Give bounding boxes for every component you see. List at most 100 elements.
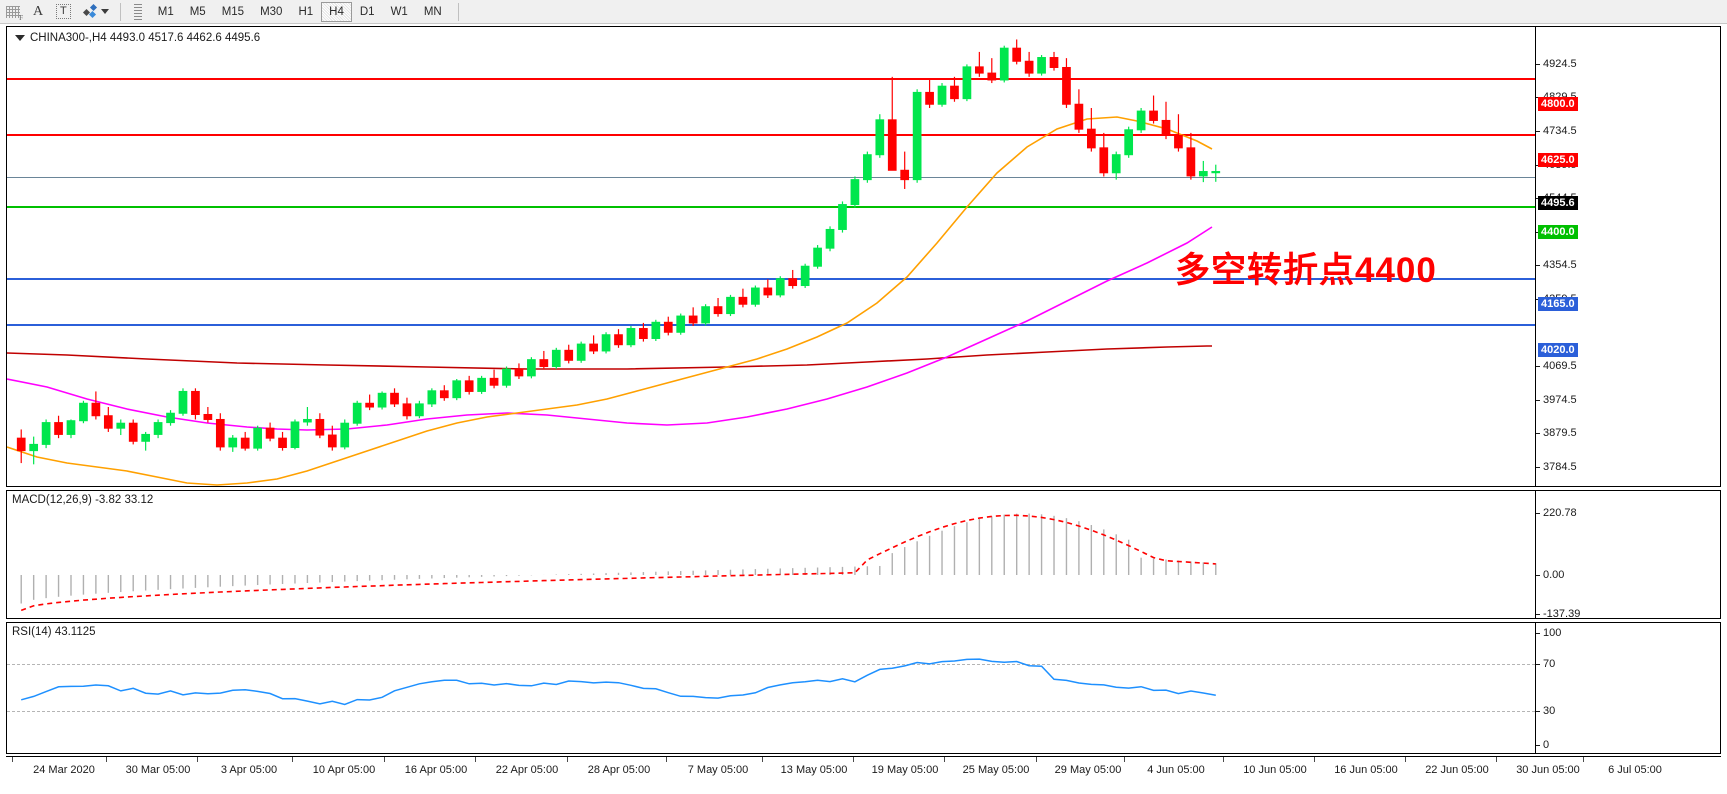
text-label-tool[interactable]: A <box>27 1 49 23</box>
time-tick <box>197 757 198 762</box>
macd-title: MACD(12,26,9) -3.82 33.12 <box>12 494 154 506</box>
chevron-down-icon <box>100 9 109 14</box>
time-label: 28 Apr 05:00 <box>587 764 651 776</box>
time-tick <box>1583 757 1584 762</box>
support-line-4400[interactable] <box>7 206 1535 208</box>
toolbar-divider-2 <box>457 2 459 21</box>
time-label: 3 Apr 05:00 <box>220 764 278 776</box>
bottom-strip <box>0 786 1727 794</box>
time-tick <box>1314 757 1315 762</box>
rsi-axis[interactable]: 100 70 30 0 <box>1535 623 1720 753</box>
time-tick <box>853 757 854 762</box>
time-tick <box>762 757 763 762</box>
chart-area: CHINA300-,H4 4493.0 4517.6 4462.6 4495.6… <box>0 24 1727 794</box>
timeframe-m15[interactable]: M15 <box>221 5 245 18</box>
price-level-badge[interactable]: 4625.0 <box>1538 153 1578 167</box>
time-tick <box>666 757 667 762</box>
time-tick <box>292 757 293 762</box>
macd-pane[interactable]: MACD(12,26,9) -3.82 33.12 220.78 0.00 -137… <box>6 490 1721 619</box>
time-tick <box>106 757 107 762</box>
time-label: 6 Jul 05:00 <box>1608 764 1662 776</box>
price-axis[interactable]: 4924.54829.54734.54639.54544.54449.54354… <box>1535 27 1720 486</box>
price-tick: 4354.5 <box>1536 259 1720 271</box>
timeframe-m5[interactable]: M5 <box>189 5 206 18</box>
toolbar-divider <box>119 2 121 21</box>
resistance-line-4625[interactable] <box>7 134 1535 136</box>
time-label: 25 May 05:00 <box>962 764 1030 776</box>
macd-tick: 0.00 <box>1536 569 1720 581</box>
collapse-triangle-icon[interactable] <box>15 35 25 41</box>
time-tick <box>1405 757 1406 762</box>
price-level-badge[interactable]: 4020.0 <box>1538 343 1578 357</box>
time-tick <box>1496 757 1497 762</box>
rsi-pane[interactable]: RSI(14) 43.1125 100 70 30 0 <box>6 622 1721 754</box>
letter-t-icon: T <box>56 4 71 19</box>
rsi-tick: 100 <box>1536 627 1720 639</box>
time-label: 16 Apr 05:00 <box>404 764 468 776</box>
macd-series <box>20 513 1217 612</box>
timeframe-m30[interactable]: M30 <box>260 5 283 18</box>
time-tick <box>1036 757 1037 762</box>
timeframe-h1[interactable]: H1 <box>298 5 314 18</box>
vertical-scale-glyph <box>133 3 142 20</box>
time-label: 10 Jun 05:00 <box>1243 764 1307 776</box>
price-tick: 3784.5 <box>1536 461 1720 473</box>
support-line-4165[interactable] <box>7 278 1535 280</box>
shapes-icon <box>82 3 98 19</box>
macd-plot[interactable] <box>7 491 1535 618</box>
time-label: 30 Mar 05:00 <box>125 764 191 776</box>
price-plot[interactable] <box>7 27 1535 486</box>
price-level-badge[interactable]: 4400.0 <box>1538 225 1578 239</box>
time-tick <box>475 757 476 762</box>
resistance-line-4800[interactable] <box>7 78 1535 80</box>
timeframe-d1[interactable]: D1 <box>359 5 375 18</box>
time-tick <box>12 757 13 762</box>
chart-annotation-text[interactable]: 多空转折点4400 <box>1175 251 1437 290</box>
time-label: 24 Mar 2020 <box>33 764 95 776</box>
timeframe-m1[interactable]: M1 <box>157 5 174 18</box>
grid-glyph: F <box>6 5 23 22</box>
time-label: 10 Apr 05:00 <box>312 764 376 776</box>
time-tick <box>567 757 568 762</box>
price-level-badge[interactable]: 4165.0 <box>1538 297 1578 311</box>
macd-tick: -137.39 <box>1536 608 1720 618</box>
rsi-oversold-line <box>7 711 1535 712</box>
rsi-tick: 70 <box>1536 658 1720 670</box>
crosshair-grid-icon[interactable]: F <box>1 1 25 23</box>
timeframe-mn[interactable]: MN <box>423 5 442 18</box>
rsi-tick: 30 <box>1536 705 1720 717</box>
timeframe-h4[interactable]: H4 <box>321 1 352 22</box>
time-label: 13 May 05:00 <box>780 764 848 776</box>
time-tick <box>1124 757 1125 762</box>
text-box-tool[interactable]: T <box>51 1 76 23</box>
time-label: 30 Jun 05:00 <box>1516 764 1580 776</box>
time-tick <box>384 757 385 762</box>
letter-a-icon: A <box>32 3 44 19</box>
support-line-4020[interactable] <box>7 324 1535 326</box>
price-tick: 4069.5 <box>1536 360 1720 372</box>
price-level-badge[interactable]: 4495.6 <box>1538 196 1578 210</box>
price-tick: 4734.5 <box>1536 125 1720 137</box>
time-label: 4 Jun 05:00 <box>1147 764 1205 776</box>
objects-dropdown[interactable] <box>78 1 114 23</box>
chart-toolbar: F A T M1 M5 M15 M30 H1 H4 D1 W1 MN <box>0 0 1727 24</box>
scale-icon[interactable] <box>127 1 149 23</box>
grid-f-label: F <box>19 13 23 22</box>
rsi-overbought-line <box>7 664 1535 665</box>
time-axis[interactable]: 24 Mar 2020 30 Mar 05:00 3 Apr 05:00 10 Apr… <box>6 756 1721 786</box>
candlestick-series[interactable] <box>7 27 1535 486</box>
price-level-badge[interactable]: 4800.0 <box>1538 97 1578 111</box>
rsi-series <box>21 658 1216 706</box>
rsi-plot[interactable] <box>7 623 1535 753</box>
time-label: 16 Jun 05:00 <box>1334 764 1398 776</box>
time-label: 22 Jun 05:00 <box>1425 764 1489 776</box>
macd-tick: 220.78 <box>1536 507 1720 519</box>
price-tick: 3879.5 <box>1536 427 1720 439</box>
symbol-header[interactable]: CHINA300-,H4 4493.0 4517.6 4462.6 4495.6 <box>15 32 260 44</box>
macd-axis[interactable]: 220.78 0.00 -137.39 <box>1535 491 1720 618</box>
timeframe-w1[interactable]: W1 <box>390 5 408 18</box>
price-tick: 3974.5 <box>1536 394 1720 406</box>
price-pane[interactable]: CHINA300-,H4 4493.0 4517.6 4462.6 4495.6… <box>6 26 1721 487</box>
rsi-title: RSI(14) 43.1125 <box>12 626 96 638</box>
